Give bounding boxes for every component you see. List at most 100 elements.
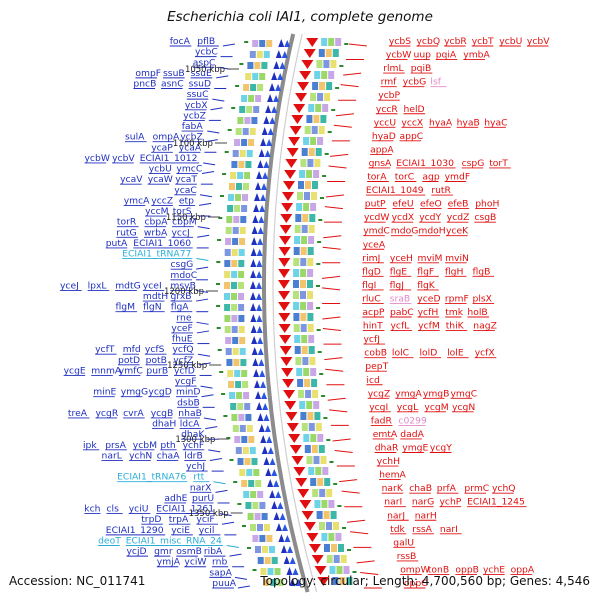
gene-label: ipk (83, 440, 97, 451)
gene-label: cls (107, 504, 120, 515)
gene-label: dadA (400, 429, 424, 440)
category-track-block (238, 293, 244, 300)
left-strand-arrow (279, 62, 286, 69)
category-track-block (293, 313, 300, 321)
left-strand-arrow (265, 468, 272, 476)
gene-label: ycgB (151, 408, 174, 419)
category-track-block (252, 502, 259, 509)
category-track-block (238, 249, 245, 256)
gene-label: tonB (428, 564, 449, 575)
gc-track-tick (233, 481, 238, 483)
left-strand-arrow (253, 369, 260, 377)
category-track-block (308, 236, 315, 244)
gene-leader-line (324, 206, 343, 210)
left-strand-arrow (257, 337, 264, 344)
category-track-block (240, 359, 247, 366)
category-track-block (237, 117, 244, 124)
category-track-block (251, 458, 258, 465)
gene-label: appC (400, 131, 424, 142)
category-track-block (257, 524, 263, 531)
right-strand-arrow (280, 214, 293, 223)
gene-label: ycfZ (173, 355, 193, 366)
left-strand-arrow (262, 403, 269, 410)
left-strand-arrow (256, 249, 263, 256)
gc-track-tick (218, 217, 223, 219)
gene-label: narK (382, 483, 404, 494)
gene-label: potB (146, 355, 167, 366)
gene-label: ECIAI1_tRNA76 (117, 472, 186, 483)
gene-label: yccU (374, 117, 396, 128)
category-track-block (333, 555, 340, 563)
gene-label: uup (414, 50, 432, 61)
category-track-block (243, 491, 250, 498)
gene-label: ymcA (124, 195, 150, 206)
category-track-block (249, 51, 256, 58)
gene-label: emtA (373, 429, 398, 440)
category-track-block (315, 104, 322, 112)
gene-label: rnb (212, 557, 227, 568)
category-track-block (321, 500, 328, 508)
gene-leader-line (329, 409, 348, 413)
category-track-block (252, 40, 259, 47)
category-track-block (307, 324, 314, 332)
gene-label: ycfH (418, 307, 439, 318)
gene-label: ycaW (148, 174, 173, 185)
gene-leader-line (222, 43, 235, 47)
category-track-block (297, 379, 304, 387)
gene-leader-line (343, 72, 362, 76)
gene-label: mdtG (115, 280, 141, 291)
left-strand-arrow (275, 523, 282, 531)
category-track-block (296, 368, 303, 376)
gene-label: efeU (392, 199, 413, 210)
left-strand-arrow (279, 513, 286, 520)
gene-label: tdk (390, 524, 405, 535)
category-track-block (239, 238, 246, 245)
gene-label: ycgY (430, 443, 452, 454)
left-strand-arrow (284, 535, 291, 542)
gc-track-tick (329, 461, 334, 463)
category-track-block (236, 183, 242, 190)
category-track-block (230, 403, 237, 410)
gene-label: ycbV (112, 153, 135, 164)
scale-label: 1350 kbp (189, 509, 229, 519)
gene-leader-line (196, 330, 210, 334)
gene-label: cbpM (172, 217, 197, 228)
gene-label: yccX (401, 117, 423, 128)
category-track-block (237, 172, 244, 179)
gc-track-tick (239, 63, 244, 65)
gene-label: ycbW (85, 153, 110, 164)
category-track-block (329, 566, 336, 574)
category-track-block (251, 117, 258, 124)
category-track-block (308, 467, 315, 475)
category-track-block (241, 139, 248, 146)
gene-label: narI (384, 497, 402, 508)
category-track-block (301, 236, 308, 244)
category-track-block (312, 82, 319, 90)
category-track-block (228, 381, 235, 388)
gene-label: hyaD (372, 131, 396, 142)
gc-track-tick (223, 415, 228, 417)
right-strand-arrow (279, 346, 292, 355)
category-track-block (243, 84, 250, 91)
left-strand-arrow (263, 414, 270, 421)
gene-label: ECIAI1_1290 (106, 525, 164, 536)
category-track-block (250, 84, 257, 91)
gene-label: ymcC (176, 164, 202, 175)
gene-leader-line (196, 266, 209, 270)
gene-label: ycdW (364, 212, 389, 223)
gene-label: flgE (390, 266, 408, 277)
gene-label: rssA (412, 524, 432, 535)
gene-leader-line (356, 560, 375, 564)
category-track-block (238, 304, 245, 311)
genome-title: Escherichia coli IAI1, complete genome (167, 9, 433, 25)
scale-label: 1250 kbp (167, 361, 207, 371)
gc-track-tick (220, 195, 224, 197)
category-track-block (257, 491, 264, 498)
category-track-block (294, 225, 301, 233)
category-track-block (313, 115, 320, 123)
category-track-block (263, 51, 270, 58)
category-track-block (320, 456, 327, 464)
gene-label: yciW (184, 557, 206, 568)
scale-label: 1200 kbp (164, 287, 204, 297)
left-strand-arrow (257, 348, 264, 355)
